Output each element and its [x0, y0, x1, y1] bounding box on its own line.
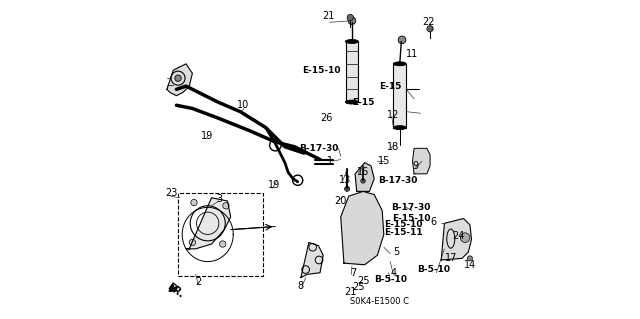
Text: B-5-10: B-5-10: [417, 265, 450, 274]
Text: E-15-11: E-15-11: [383, 228, 422, 237]
Circle shape: [220, 241, 226, 247]
Text: 25: 25: [357, 276, 369, 286]
Text: 10: 10: [237, 100, 250, 110]
Text: 19: 19: [268, 180, 280, 190]
Text: 17: 17: [445, 253, 457, 263]
Polygon shape: [340, 191, 384, 265]
Circle shape: [189, 239, 196, 246]
Text: 22: 22: [422, 17, 435, 27]
Text: 13: 13: [339, 175, 351, 185]
Circle shape: [191, 199, 197, 206]
Text: S0K4-E1500 C: S0K4-E1500 C: [349, 297, 408, 306]
Text: E-15-10: E-15-10: [384, 220, 422, 229]
Text: 8: 8: [298, 280, 304, 291]
Text: 16: 16: [357, 167, 369, 177]
Circle shape: [398, 36, 406, 44]
Text: 23: 23: [166, 188, 178, 198]
Circle shape: [175, 75, 181, 81]
Polygon shape: [413, 148, 430, 174]
Polygon shape: [186, 198, 230, 249]
Polygon shape: [355, 163, 374, 191]
Circle shape: [460, 233, 470, 242]
Text: E-15: E-15: [352, 98, 374, 107]
Text: 11: 11: [406, 49, 419, 59]
Text: 21: 21: [322, 11, 334, 21]
Bar: [178, 193, 262, 276]
Text: 20: 20: [335, 196, 347, 206]
Circle shape: [344, 186, 349, 191]
Text: 19: 19: [200, 130, 213, 141]
Circle shape: [348, 17, 356, 25]
Text: 21: 21: [344, 287, 356, 297]
Text: 1: 1: [326, 156, 333, 166]
Polygon shape: [301, 242, 323, 278]
Polygon shape: [394, 64, 406, 128]
Text: 24: 24: [452, 231, 465, 241]
Text: B-5-10: B-5-10: [374, 275, 406, 284]
Text: 12: 12: [387, 110, 399, 120]
Ellipse shape: [394, 62, 406, 66]
Text: FR.: FR.: [164, 281, 185, 300]
Circle shape: [427, 26, 433, 32]
Text: 7: 7: [350, 268, 356, 278]
Text: 26: 26: [320, 113, 333, 123]
Text: B-17-30: B-17-30: [299, 144, 338, 153]
Text: E-15-10: E-15-10: [392, 214, 430, 223]
Text: B-17-30: B-17-30: [378, 176, 418, 185]
Polygon shape: [346, 41, 358, 102]
Text: 15: 15: [378, 156, 390, 166]
Text: 3: 3: [216, 194, 223, 204]
Circle shape: [361, 179, 365, 183]
Text: 2: 2: [196, 277, 202, 287]
Ellipse shape: [346, 100, 358, 104]
Circle shape: [347, 14, 353, 21]
Polygon shape: [441, 219, 472, 260]
Circle shape: [467, 256, 472, 261]
Circle shape: [223, 203, 229, 209]
Text: B-17-30: B-17-30: [391, 203, 431, 212]
Ellipse shape: [346, 40, 358, 43]
Text: 25: 25: [352, 282, 365, 292]
Text: 14: 14: [464, 260, 476, 270]
Text: 9: 9: [413, 161, 419, 171]
Polygon shape: [167, 64, 193, 96]
Text: E-15: E-15: [379, 82, 401, 91]
Text: E-15-10: E-15-10: [302, 66, 341, 75]
Ellipse shape: [394, 126, 406, 130]
Text: 6: 6: [430, 217, 436, 227]
Text: 18: 18: [387, 142, 399, 152]
Text: 5: 5: [394, 247, 400, 257]
Text: 4: 4: [390, 268, 396, 278]
